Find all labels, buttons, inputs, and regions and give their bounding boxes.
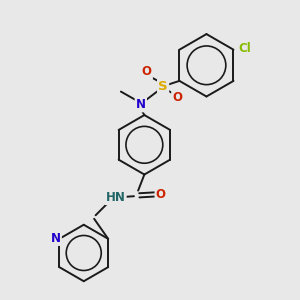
Text: O: O — [156, 188, 166, 201]
Text: O: O — [142, 65, 152, 79]
Text: N: N — [51, 232, 61, 245]
Text: HN: HN — [106, 191, 125, 204]
Text: S: S — [158, 80, 168, 93]
Text: N: N — [136, 98, 146, 111]
Text: O: O — [172, 91, 182, 104]
Text: Cl: Cl — [239, 42, 252, 55]
